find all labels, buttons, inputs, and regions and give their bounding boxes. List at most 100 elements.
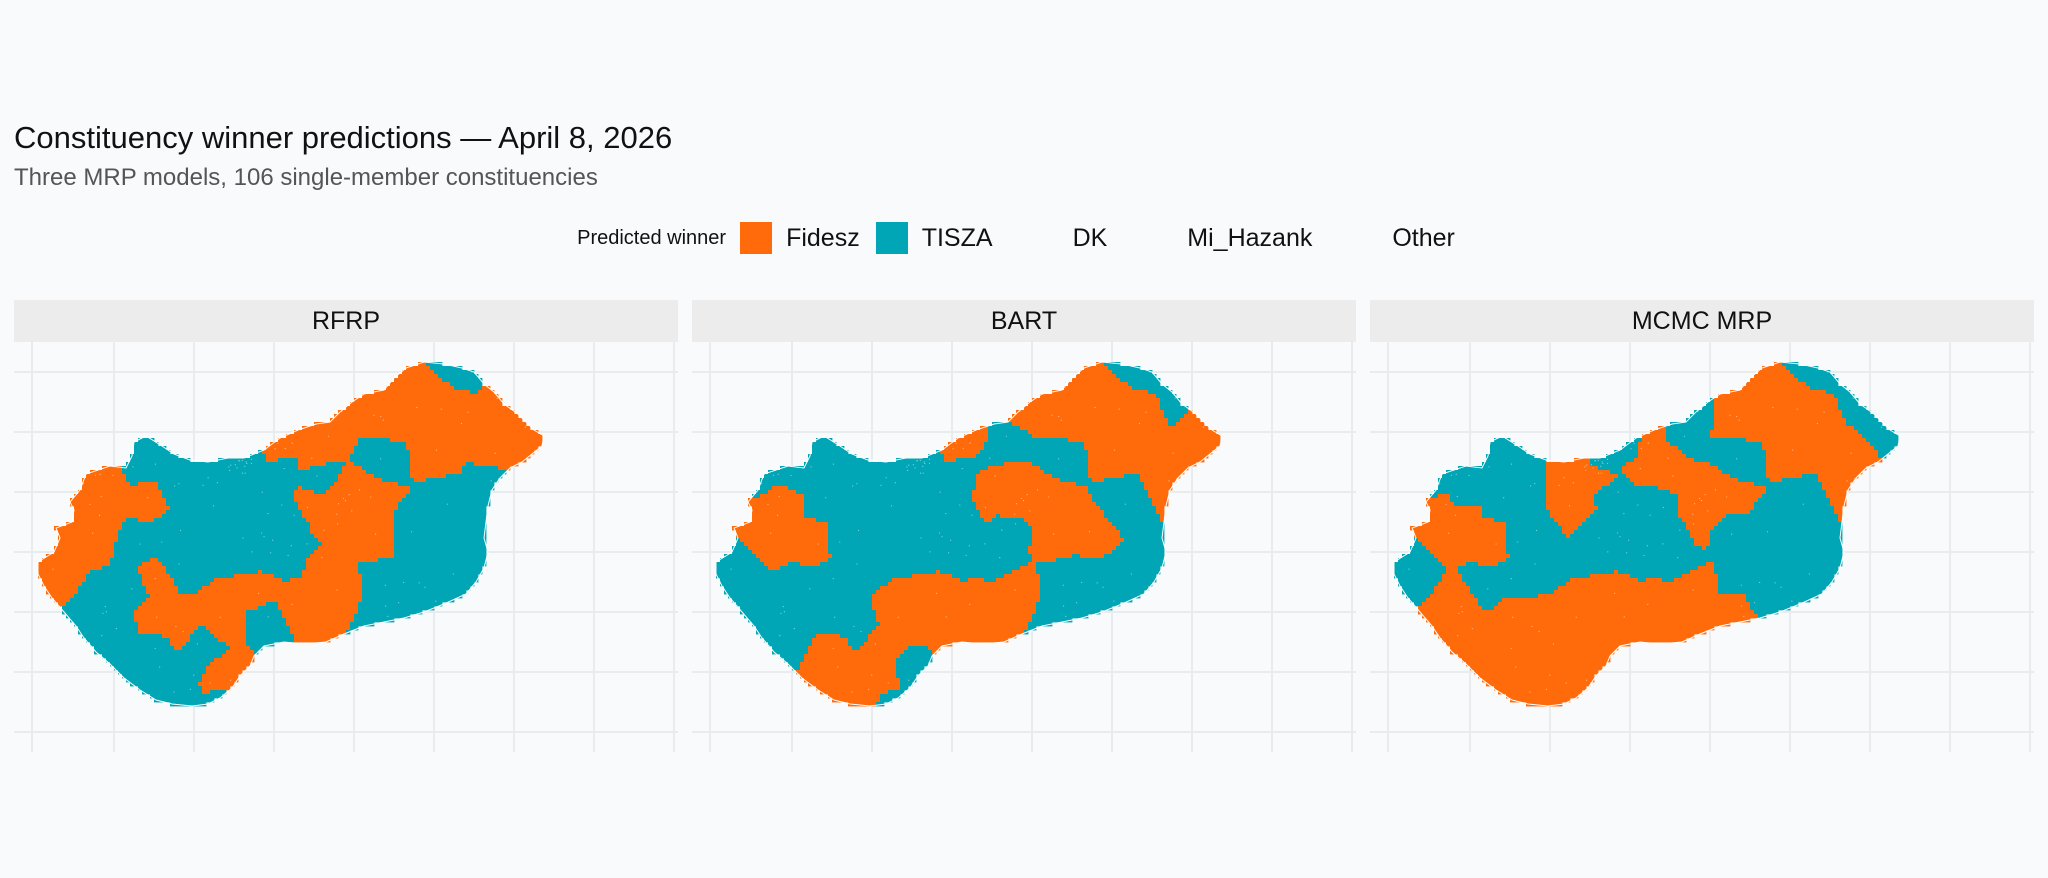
constituency-cell xyxy=(470,530,475,535)
constituency-cell xyxy=(90,578,95,583)
constituency-cell xyxy=(186,502,191,507)
constituency-cell xyxy=(270,502,275,507)
constituency-cell xyxy=(170,454,175,459)
constituency-cell xyxy=(302,562,307,567)
constituency-cell xyxy=(402,482,407,487)
constituency-cell xyxy=(106,470,111,475)
constituency-cell xyxy=(146,546,151,551)
constituency-cell xyxy=(190,526,195,531)
constituency-cell xyxy=(102,526,107,531)
constituency-cell xyxy=(414,570,419,575)
constituency-cell xyxy=(374,418,379,423)
constituency-cell xyxy=(382,518,387,523)
constituency-cell xyxy=(410,414,415,419)
constituency-cell xyxy=(342,518,347,523)
constituency-cell xyxy=(402,582,407,587)
constituency-cell xyxy=(190,578,195,583)
constituency-cell xyxy=(390,550,395,555)
constituency-cell xyxy=(470,482,475,487)
constituency-cell xyxy=(38,562,43,567)
constituency-cell xyxy=(410,518,415,523)
constituency-cell xyxy=(510,450,515,455)
constituency-cell xyxy=(182,474,187,479)
constituency-cell xyxy=(346,510,351,515)
constituency-cell xyxy=(342,506,347,511)
constituency-cell xyxy=(330,554,335,559)
constituency-cell xyxy=(202,562,207,567)
constituency-cell xyxy=(350,458,355,463)
constituency-cell xyxy=(70,538,75,543)
constituency-cell xyxy=(362,478,367,483)
constituency-cell xyxy=(274,522,279,527)
constituency-cell xyxy=(198,462,203,467)
constituency-cell xyxy=(418,482,423,487)
constituency-cell xyxy=(98,590,103,595)
constituency-cell xyxy=(458,510,463,515)
constituency-cell xyxy=(194,498,199,503)
constituency-cell xyxy=(206,518,211,523)
constituency-cell xyxy=(318,426,323,431)
constituency-cell xyxy=(270,566,275,571)
constituency-cell xyxy=(114,482,119,487)
constituency-cell xyxy=(134,570,139,575)
constituency-cell xyxy=(430,554,435,559)
constituency-cell xyxy=(346,578,351,583)
constituency-cell xyxy=(422,578,427,583)
constituency-cell xyxy=(386,514,391,519)
constituency-cell xyxy=(482,466,487,471)
constituency-cell xyxy=(286,558,291,563)
constituency-cell xyxy=(378,406,383,411)
constituency-cell xyxy=(110,482,115,487)
constituency-cell xyxy=(254,550,259,555)
constituency-cell xyxy=(354,462,359,467)
constituency-cell xyxy=(350,586,355,591)
constituency-cell xyxy=(258,490,263,495)
constituency-cell xyxy=(182,594,187,599)
constituency-cell xyxy=(446,414,451,419)
constituency-cell xyxy=(490,398,495,403)
constituency-cell xyxy=(382,534,387,539)
constituency-cell xyxy=(174,494,179,499)
constituency-cell xyxy=(330,426,335,431)
constituency-cell xyxy=(518,446,523,451)
constituency-cell xyxy=(330,542,335,547)
constituency-cell xyxy=(418,510,423,515)
constituency-cell xyxy=(234,586,239,591)
constituency-cell xyxy=(378,574,383,579)
constituency-cell xyxy=(178,486,183,491)
constituency-cell xyxy=(122,522,127,527)
constituency-cell xyxy=(178,458,183,463)
constituency-cell xyxy=(362,518,367,523)
constituency-cell xyxy=(434,510,439,515)
constituency-cell xyxy=(266,518,271,523)
constituency-cell xyxy=(438,546,443,551)
constituency-cell xyxy=(54,570,59,575)
constituency-cell xyxy=(458,574,463,579)
constituency-cell xyxy=(266,554,271,559)
constituency-cell xyxy=(482,474,487,479)
constituency-cell xyxy=(478,522,483,527)
constituency-cell xyxy=(278,546,283,551)
constituency-cell xyxy=(466,510,471,515)
constituency-cell xyxy=(250,502,255,507)
constituency-cell xyxy=(122,558,127,563)
constituency-cell xyxy=(482,546,487,551)
constituency-cell xyxy=(386,454,391,459)
constituency-cell xyxy=(426,550,431,555)
constituency-cell xyxy=(218,466,223,471)
constituency-cell xyxy=(350,522,355,527)
constituency-cell xyxy=(370,578,375,583)
constituency-cell xyxy=(338,538,343,543)
constituency-cell xyxy=(170,546,175,551)
constituency-cell xyxy=(326,470,331,475)
constituency-cell xyxy=(350,550,355,555)
constituency-cell xyxy=(462,462,467,467)
constituency-cell xyxy=(326,562,331,567)
constituency-cell xyxy=(450,582,455,587)
constituency-cell xyxy=(282,558,287,563)
constituency-cell xyxy=(262,458,267,463)
constituency-cell xyxy=(474,390,479,395)
constituency-cell xyxy=(174,490,179,495)
constituency-cell xyxy=(446,590,451,595)
constituency-cell xyxy=(290,586,295,591)
